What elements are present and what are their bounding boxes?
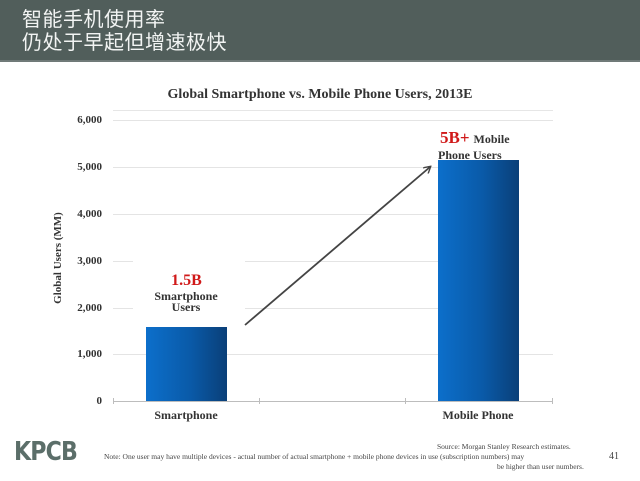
y-tick-4000: 4,000 (77, 208, 102, 220)
x-tick (405, 398, 406, 404)
kpcb-logo: KPCB (14, 437, 78, 467)
slide-header: 智能手机使用率 仍处于早起但增速极快 (0, 0, 640, 62)
gridline-6000 (113, 120, 553, 121)
header-title-line1: 智能手机使用率 (22, 7, 166, 31)
smartphone-label-line1: Smartphone (154, 289, 218, 303)
gridline-3000b (245, 261, 438, 262)
gridline-5000 (113, 167, 438, 168)
y-tick-3000: 3,000 (77, 255, 102, 267)
footnote-line2: be higher than user numbers. (497, 462, 584, 471)
y-tick-6000: 6,000 (77, 114, 102, 126)
title-divider (113, 110, 553, 111)
mobile-label-line2: Phone Users (438, 148, 502, 162)
bar-smartphone (146, 327, 227, 401)
x-axis (113, 401, 553, 402)
y-tick-2000: 2,000 (77, 302, 102, 314)
smartphone-users-label: Smartphone Users (136, 289, 236, 314)
header-title-line2: 仍处于早起但增速极快 (22, 30, 227, 54)
page-number: 41 (609, 451, 619, 462)
gridline-4000 (113, 214, 438, 215)
gridline-3000a (113, 261, 133, 262)
x-label-mobile-phone: Mobile Phone (442, 408, 514, 422)
x-label-smartphone: Smartphone (154, 408, 218, 422)
gridline-2000a (113, 308, 133, 309)
footnote-line1: Note: One user may have multiple devices… (104, 452, 525, 461)
y-tick-5000: 5,000 (77, 161, 102, 173)
chart-title: Global Smartphone vs. Mobile Phone Users… (167, 87, 473, 102)
x-tick (259, 398, 260, 404)
smartphone-label-line2: Users (171, 300, 201, 314)
x-tick (113, 398, 114, 404)
y-tick-0: 0 (96, 395, 103, 407)
smartphone-value-label: 1.5B (171, 272, 202, 289)
bar-mobile-phone (438, 160, 519, 401)
mobile-users-label: 5B+ Mobile (440, 128, 510, 148)
gridline-2000b (245, 308, 438, 309)
source-note: Source: Morgan Stanley Research estimate… (437, 442, 571, 451)
mobile-value-label: 5B+ (440, 128, 470, 147)
y-tick-1000: 1,000 (77, 348, 102, 360)
mobile-label-line1: Mobile (473, 132, 510, 146)
gridline-1000 (113, 354, 553, 355)
x-tick (552, 398, 553, 404)
